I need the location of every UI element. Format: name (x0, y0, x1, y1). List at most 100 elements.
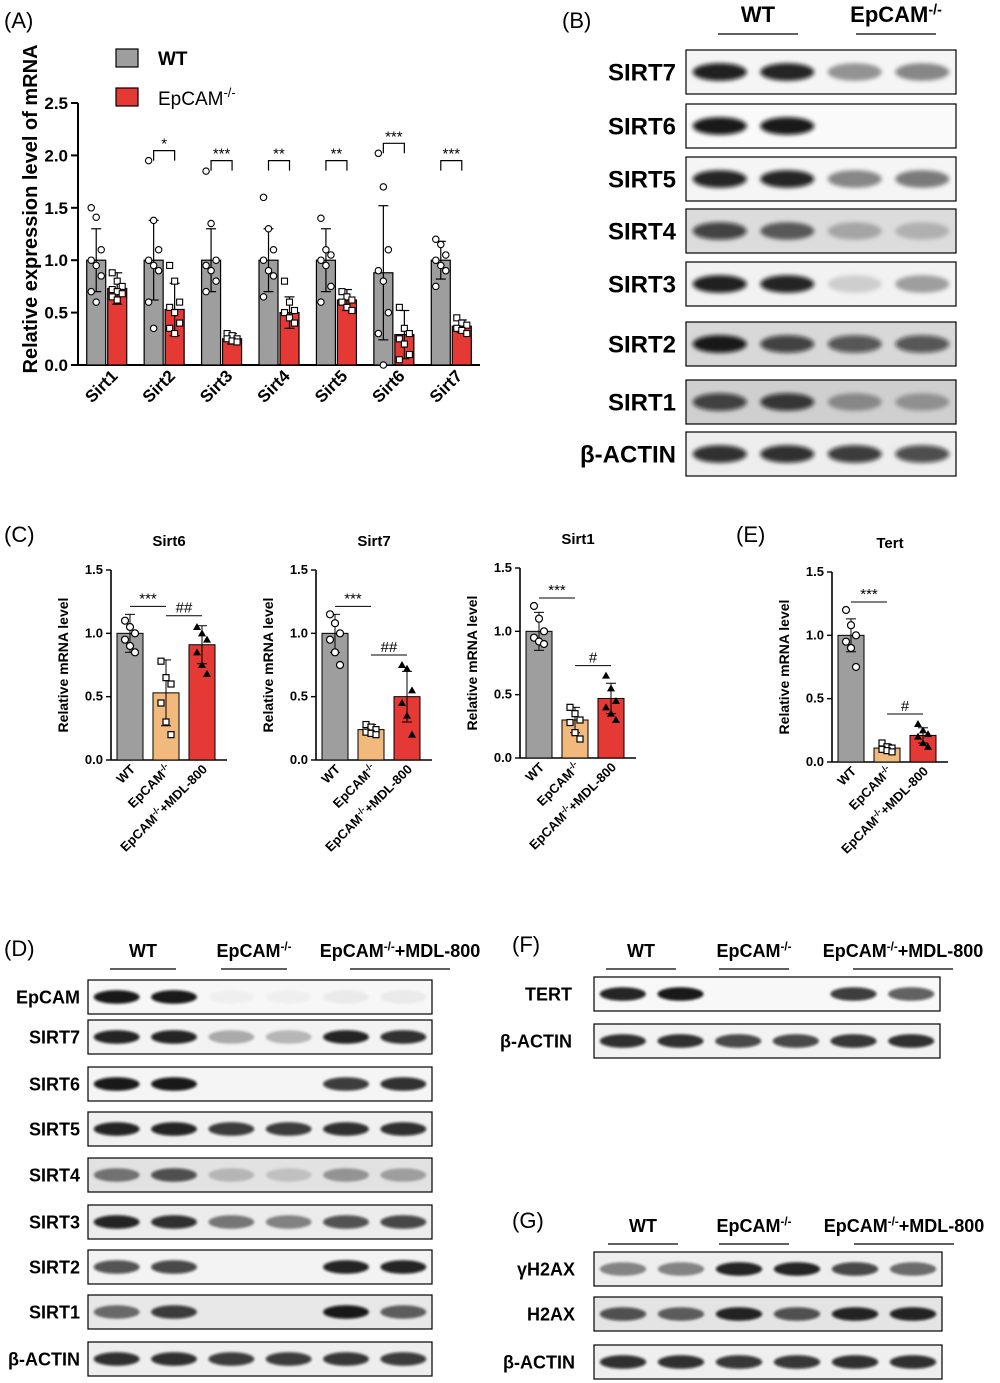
data-point (851, 662, 861, 672)
band (760, 275, 815, 293)
band (151, 1260, 197, 1274)
data-point (398, 661, 406, 668)
y-tick-label: 0.0 (806, 754, 824, 769)
band (692, 275, 747, 293)
band (151, 1215, 197, 1229)
y-tick-label: 0.5 (290, 689, 308, 704)
band (692, 117, 747, 135)
data-point (327, 282, 335, 291)
band (151, 1305, 197, 1319)
band (151, 1030, 197, 1044)
y-tick-label: 0.5 (44, 304, 68, 323)
data-point (118, 290, 126, 298)
band (599, 1307, 647, 1321)
band (380, 1030, 427, 1044)
band (827, 170, 882, 188)
band (760, 170, 815, 188)
significance-label: *** (385, 128, 403, 145)
y-tick-label: 2.0 (44, 146, 68, 165)
y-tick-label: 1.0 (44, 251, 68, 270)
band (323, 1077, 369, 1091)
data-point (269, 272, 278, 280)
band (208, 1215, 255, 1229)
data-point (322, 261, 330, 270)
data-point (259, 193, 268, 202)
blot-group-label: WT (741, 2, 776, 27)
data-point (327, 251, 335, 259)
y-tick-label: 0.0 (85, 752, 103, 767)
x-tick-label: Sirt2 (139, 366, 179, 406)
blot-strip (87, 1341, 433, 1377)
data-point (149, 324, 158, 333)
data-point (166, 324, 174, 332)
y-axis-label: Relative mRNA level (55, 598, 71, 733)
blot-row-label: β-ACTIN (8, 1349, 80, 1369)
blot-row-label: β-ACTIN (580, 442, 676, 469)
y-tick-label: 0.0 (290, 752, 308, 767)
band (266, 990, 312, 1004)
band (773, 1262, 821, 1276)
data-point (202, 287, 210, 296)
data-point (157, 657, 165, 665)
data-point (317, 214, 325, 223)
data-point (317, 256, 325, 264)
band (827, 445, 882, 463)
data-point (325, 635, 335, 644)
band (827, 63, 882, 81)
data-point (437, 240, 445, 249)
data-point (264, 266, 273, 275)
data-point (924, 742, 932, 750)
data-point (348, 296, 356, 304)
blot-b: WT EpCAM-/- SIRT7 SIRT6 SIRT5 SIRT4 SIRT3 SIRT2… (580, 2, 957, 477)
significance-label: * (161, 136, 167, 153)
data-point (290, 306, 299, 315)
blot-strip (87, 1066, 433, 1102)
data-point (846, 643, 856, 653)
y-tick-label: 0.5 (85, 689, 103, 704)
significance-label: *** (139, 590, 157, 607)
blot-row-label: SIRT2 (608, 332, 676, 359)
data-point (202, 261, 210, 270)
blot-strip (593, 976, 941, 1012)
significance-bracket (210, 160, 233, 171)
data-point (207, 266, 215, 275)
data-point (384, 245, 393, 254)
data-point (374, 149, 383, 158)
y-tick-label: 1.5 (44, 199, 68, 218)
significance-label: ## (381, 639, 398, 656)
data-point (108, 269, 116, 277)
data-point (212, 277, 220, 285)
data-point (166, 303, 174, 311)
y-tick-label: 1.5 (494, 560, 512, 575)
data-point (408, 730, 416, 738)
blot-row-label: H2AX (527, 1304, 575, 1324)
data-point (924, 730, 932, 738)
data-point (400, 340, 408, 348)
data-point (432, 282, 440, 291)
band (151, 990, 197, 1004)
band (772, 1034, 819, 1048)
bar (525, 630, 553, 759)
band (760, 335, 815, 353)
data-point (113, 277, 121, 285)
band (831, 1307, 879, 1321)
band (657, 1034, 704, 1048)
data-point (120, 616, 130, 625)
significance-label: ** (331, 146, 343, 163)
blot-group-label: EpCAM-/- (850, 2, 942, 27)
data-point (602, 671, 610, 679)
data-point (166, 261, 174, 269)
data-point (87, 287, 95, 296)
blot-row-label: SIRT4 (608, 219, 677, 246)
blot-strip (593, 1344, 943, 1380)
legend-label-ko: EpCAM-/- (158, 85, 236, 110)
blot-row-label: SIRT6 (608, 114, 676, 141)
data-point (171, 277, 179, 285)
band (265, 1030, 312, 1044)
band (657, 1307, 705, 1321)
data-point (280, 309, 289, 317)
data-point (576, 716, 584, 724)
band (151, 1077, 197, 1091)
significance-label: ## (176, 600, 193, 617)
